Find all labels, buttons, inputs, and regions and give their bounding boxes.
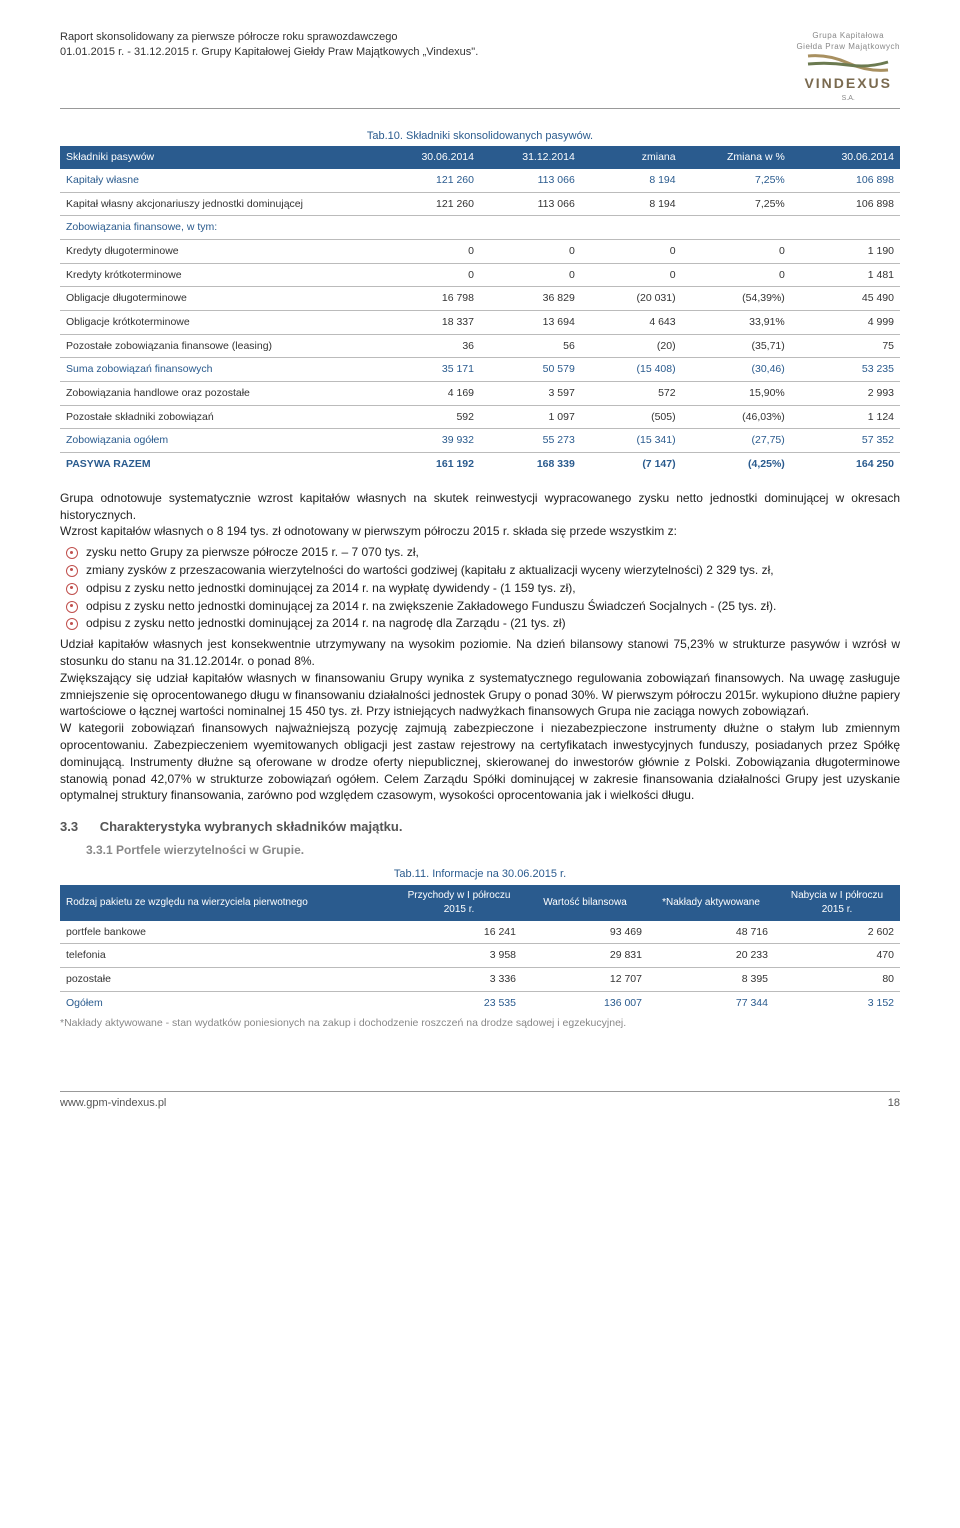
header-line2: 01.01.2015 r. - 31.12.2015 r. Grupy Kapi… (60, 45, 478, 60)
list-item: zysku netto Grupy za pierwsze półrocze 2… (86, 544, 900, 561)
page-footer: www.gpm-vindexus.pl 18 (60, 1091, 900, 1111)
company-logo: Grupa Kapitałowa Giełda Praw Majątkowych… (796, 30, 900, 104)
table2-header-row: Rodzaj pakietu ze względu na wierzyciela… (60, 885, 900, 921)
table-row: PASYWA RAZEM161 192168 339(7 147)(4,25%)… (60, 453, 900, 476)
header-text: Raport skonsolidowany za pierwsze półroc… (60, 30, 478, 61)
list-item: odpisu z zysku netto jednostki dominując… (86, 580, 900, 597)
table-row: Kredyty długoterminowe00001 190 (60, 239, 900, 263)
table2-col-header: Przychody w I półroczu 2015 r. (396, 885, 522, 921)
table1-col-header: 30.06.2014 (791, 146, 900, 169)
footer-page-number: 18 (888, 1096, 900, 1111)
table-row: Kapitały własne121 260113 0668 1947,25%1… (60, 169, 900, 192)
table1-col-header: 30.06.2014 (379, 146, 480, 169)
table-row: portfele bankowe16 24193 46948 7162 602 (60, 921, 900, 944)
table-row: Ogółem23 535136 00777 3443 152 (60, 991, 900, 1014)
table-row: Suma zobowiązań finansowych35 17150 579(… (60, 358, 900, 382)
list-item: odpisu z zysku netto jednostki dominując… (86, 598, 900, 615)
table1-col-header: Składniki pasywów (60, 146, 379, 169)
section-3-3-title: Charakterystyka wybranych składników maj… (100, 819, 403, 834)
para1: Grupa odnotowuje systematycznie wzrost k… (60, 490, 900, 524)
table2-footnote: *Nakłady aktywowane - stan wydatków poni… (60, 1016, 900, 1031)
para4: Zwiększający się udział kapitałów własny… (60, 670, 900, 720)
table-row: pozostałe3 33612 7078 39580 (60, 967, 900, 991)
section-3-3-1-heading: 3.3.1 Portfele wierzytelności w Grupie. (60, 842, 900, 859)
table1-col-header: 31.12.2014 (480, 146, 581, 169)
table-row: Kapitał własny akcjonariuszy jednostki d… (60, 192, 900, 216)
table-row: Zobowiązania finansowe, w tym: (60, 216, 900, 240)
table2-col-header: Wartość bilansowa (522, 885, 648, 921)
table2: Rodzaj pakietu ze względu na wierzyciela… (60, 885, 900, 1015)
body-text: Grupa odnotowuje systematycznie wzrost k… (60, 490, 900, 804)
table1-caption: Tab.10. Składniki skonsolidowanych pasyw… (60, 129, 900, 144)
para5: W kategorii zobowiązań finansowych najwa… (60, 720, 900, 804)
table1: Składniki pasywów30.06.201431.12.2014zmi… (60, 146, 900, 476)
table2-col-header: Nabycia w I półroczu 2015 r. (774, 885, 900, 921)
page-header: Raport skonsolidowany za pierwsze półroc… (60, 30, 900, 109)
table1-col-header: zmiana (581, 146, 682, 169)
logo-line1: Grupa Kapitałowa (796, 30, 900, 41)
table2-caption: Tab.11. Informacje na 30.06.2015 r. (60, 867, 900, 882)
list-item: odpisu z zysku netto jednostki dominując… (86, 615, 900, 632)
list-item: zmiany zysków z przeszacowania wierzytel… (86, 562, 900, 579)
table2-col-header: *Nakłady aktywowane (648, 885, 774, 921)
logo-line2: Giełda Praw Majątkowych (796, 41, 900, 52)
table-row: telefonia3 95829 83120 233470 (60, 944, 900, 968)
section-3-3-num: 3.3 (60, 819, 78, 834)
table-row: Obligacje krótkoterminowe18 33713 6944 6… (60, 310, 900, 334)
para3: Udział kapitałów własnych jest konsekwen… (60, 636, 900, 670)
bullet-list: zysku netto Grupy za pierwsze półrocze 2… (60, 544, 900, 632)
logo-sa: S.A. (796, 94, 900, 104)
section-3-3-heading: 3.3 Charakterystyka wybranych składników… (60, 818, 900, 836)
table-row: Kredyty krótkoterminowe00001 481 (60, 263, 900, 287)
logo-name: VINDEXUS (796, 74, 900, 94)
logo-icon (803, 52, 893, 74)
table1-col-header: Zmiana w % (682, 146, 791, 169)
table-row: Obligacje długoterminowe16 79836 829(20 … (60, 287, 900, 311)
footer-url: www.gpm-vindexus.pl (60, 1096, 166, 1111)
header-line1: Raport skonsolidowany za pierwsze półroc… (60, 30, 478, 45)
table-row: Pozostałe zobowiązania finansowe (leasin… (60, 334, 900, 358)
table1-header-row: Składniki pasywów30.06.201431.12.2014zmi… (60, 146, 900, 169)
table-row: Zobowiązania handlowe oraz pozostałe4 16… (60, 382, 900, 406)
table-row: Pozostałe składniki zobowiązań5921 097(5… (60, 405, 900, 429)
table2-col-header: Rodzaj pakietu ze względu na wierzyciela… (60, 885, 396, 921)
table-row: Zobowiązania ogółem39 93255 273(15 341)(… (60, 429, 900, 453)
para2: Wzrost kapitałów własnych o 8 194 tys. z… (60, 523, 900, 540)
